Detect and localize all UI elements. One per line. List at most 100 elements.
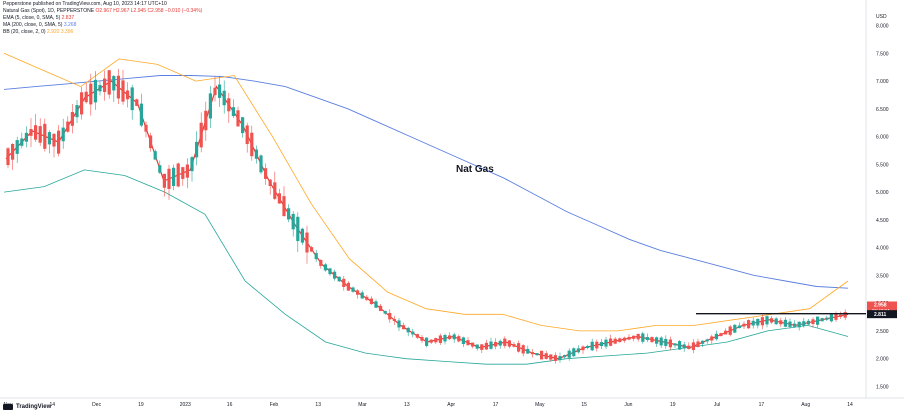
candle-body — [567, 350, 571, 358]
candle-body — [622, 337, 626, 341]
candle-body — [365, 296, 369, 300]
candle-body — [66, 121, 70, 132]
candle-body — [369, 298, 373, 305]
y-tick-label: 7.000 — [876, 79, 889, 85]
candle-body — [130, 87, 134, 111]
candle-body — [70, 111, 74, 126]
candle-body — [411, 331, 415, 335]
candle-body — [696, 341, 700, 348]
candle-body — [503, 338, 507, 346]
candle-body — [93, 79, 97, 103]
candle-body — [645, 337, 649, 341]
candle-body — [530, 352, 534, 355]
candle-body — [57, 130, 61, 154]
y-tick-label: 2.000 — [876, 357, 889, 363]
candle-body — [319, 259, 323, 266]
candle-body — [843, 312, 847, 318]
candle-body — [346, 282, 350, 291]
candle-body — [254, 149, 258, 159]
candle-body — [374, 301, 378, 308]
candle-body — [259, 155, 263, 173]
candle-body — [323, 264, 327, 271]
candle-body — [816, 316, 820, 325]
tradingview-watermark: TradingView — [3, 404, 51, 410]
y-tick-label: 3.500 — [876, 273, 889, 279]
candle-body — [540, 350, 544, 360]
candle-body — [839, 314, 843, 317]
candle-body — [139, 103, 143, 126]
candle-body — [811, 319, 815, 325]
x-tick-label: 14 — [847, 402, 853, 408]
legend-symbol-values: O2.967 H2.967 L2.945 C2.958 −0.010 (−0.3… — [95, 8, 203, 14]
candle-body — [47, 132, 51, 145]
level-price-tag — [867, 310, 897, 319]
candle-body — [383, 310, 387, 314]
x-tick-label: May — [535, 402, 545, 408]
legend-bb-name: BB (20, close, 2, 0) — [3, 29, 46, 35]
candle-body — [434, 338, 438, 343]
candle-body — [245, 125, 249, 145]
candle-body — [484, 342, 488, 350]
candle-body — [328, 268, 332, 275]
candle-body — [43, 123, 47, 149]
candle-body — [489, 341, 493, 349]
candle-body — [241, 117, 245, 134]
candle-body — [222, 90, 226, 106]
candle-body — [604, 339, 608, 347]
candle-body — [438, 335, 442, 343]
x-tick-label: Mar — [358, 402, 367, 408]
legend-symbol-name: Natural Gas (Spot), 1D, PEPPERSTONE — [3, 8, 95, 14]
candle-body — [135, 99, 139, 106]
candle-body — [751, 320, 755, 326]
legend-ema[interactable]: EMA (5, close, 0, SMA, 5) 2.837 — [3, 15, 74, 21]
x-tick-label: Jun — [624, 402, 632, 408]
candle-body — [756, 318, 760, 326]
candle-body — [668, 339, 672, 348]
candle-body — [687, 345, 691, 350]
candle-body — [544, 353, 548, 359]
legend-bb[interactable]: BB (20, close, 2, 0) 2.920 3.396 — [3, 29, 73, 35]
candle-body — [429, 339, 433, 343]
y-tick-label: 1.500 — [876, 384, 889, 390]
legend-symbol[interactable]: Natural Gas (Spot), 1D, PEPPERSTONE O2.9… — [3, 8, 202, 14]
candle-body — [84, 91, 88, 103]
candle-body — [195, 141, 199, 158]
candle-body — [420, 337, 424, 341]
candle-body — [494, 341, 498, 347]
candle-body — [52, 133, 56, 147]
candle-body — [162, 173, 166, 188]
tradingview-watermark-text: TradingView — [16, 404, 52, 410]
candle-body — [98, 85, 102, 92]
candle-body — [310, 247, 314, 252]
candle-body — [300, 228, 304, 243]
candle-body — [277, 193, 281, 204]
candle-body — [701, 340, 705, 344]
candle-body — [632, 335, 636, 339]
y-tick-label: 4.000 — [876, 246, 889, 252]
candle-body — [448, 335, 452, 340]
x-tick-label: Jul — [714, 402, 720, 408]
candle-body — [558, 356, 562, 361]
ma200-line — [3, 75, 849, 289]
candle-body — [609, 338, 613, 346]
candle-body — [397, 320, 401, 328]
candle-body — [231, 107, 235, 117]
candle-body — [305, 232, 309, 253]
candle-body — [549, 354, 553, 360]
candle-body — [282, 196, 286, 217]
candle-body — [29, 129, 33, 136]
y-tick-label: 5.500 — [876, 162, 889, 168]
legend-ma[interactable]: MA (200, close, 0, SMA, 5) 3.268 — [3, 22, 76, 28]
candle-body — [691, 342, 695, 351]
candle-body — [480, 344, 484, 350]
candle-body — [457, 336, 461, 342]
x-tick-label: 17 — [493, 402, 499, 408]
candle-body — [126, 90, 130, 100]
candle-body — [112, 76, 116, 91]
legend-ema-value: 2.837 — [61, 15, 75, 21]
candle-body — [351, 287, 355, 292]
candle-body — [34, 125, 38, 140]
candle-body — [75, 105, 79, 118]
candle-body — [498, 340, 502, 346]
